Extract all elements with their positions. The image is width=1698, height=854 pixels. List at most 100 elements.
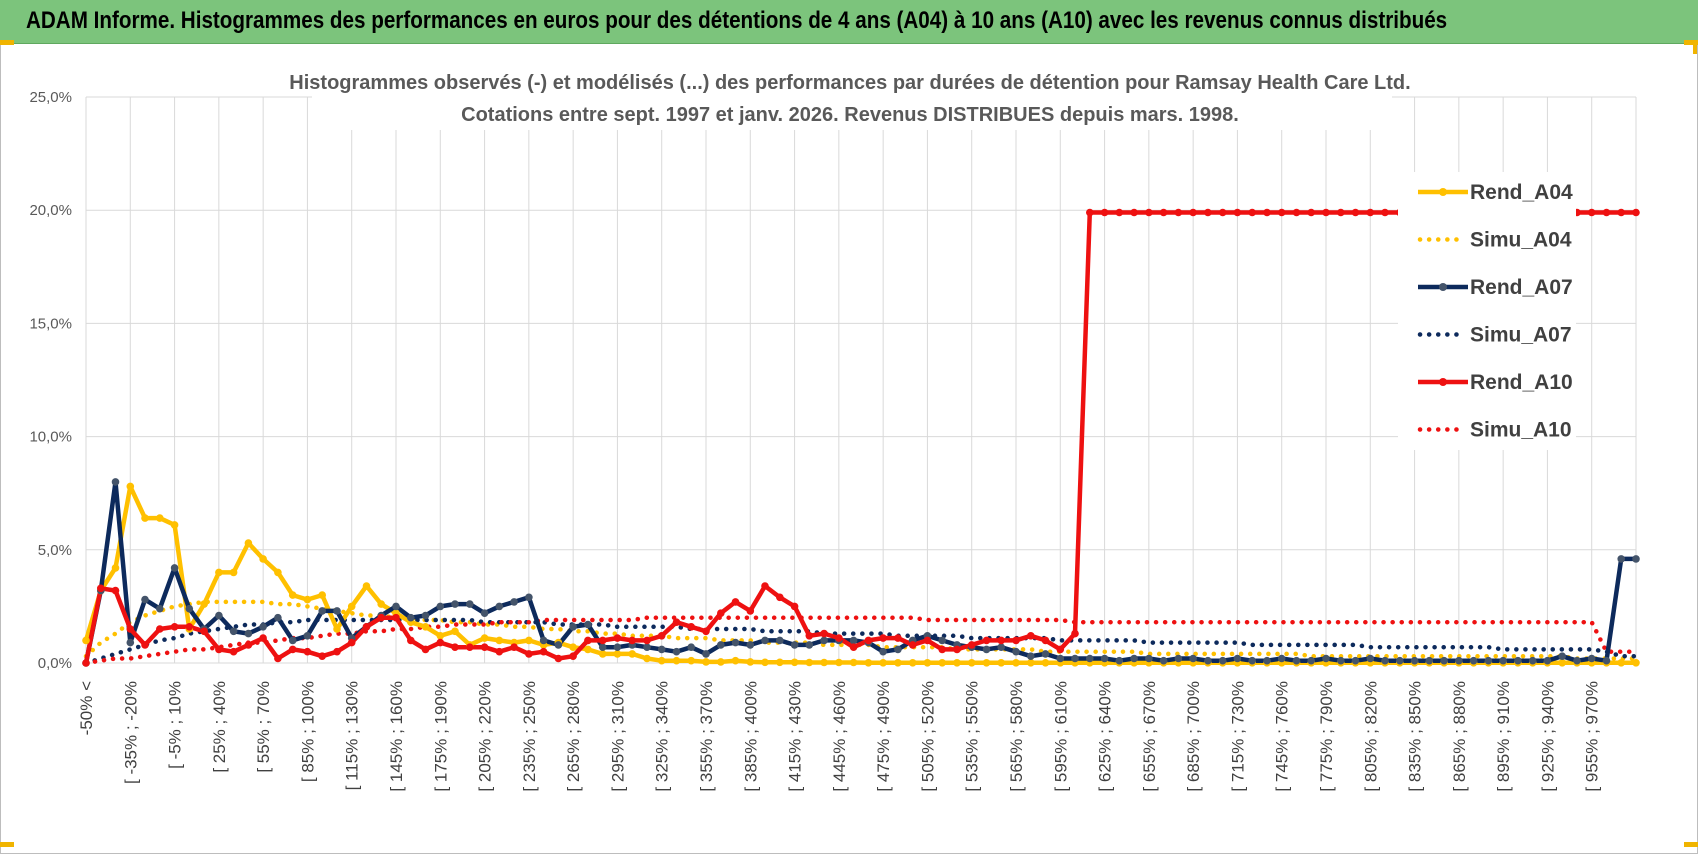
point-Rend_A07	[1056, 654, 1065, 663]
point-Rend_A07	[879, 647, 887, 656]
point-Rend_A10	[274, 654, 282, 663]
point-Rend_A04	[584, 645, 592, 654]
x-tick-label: [ 895% ; 910%	[1494, 681, 1513, 792]
point-Rend_A07	[790, 641, 799, 649]
point-Rend_A04	[318, 591, 327, 599]
point-Rend_A10	[894, 634, 902, 642]
point-Rend_A07	[1307, 656, 1315, 665]
x-tick-label: [ 475% ; 490%	[874, 681, 893, 792]
y-tick-label: 15,0%	[29, 315, 72, 332]
point-Rend_A07	[510, 598, 518, 606]
point-Rend_A04	[215, 568, 223, 577]
x-tick-label: [ 535% ; 550%	[963, 681, 982, 792]
x-tick-label: [ 805% ; 820%	[1361, 681, 1380, 792]
point-Rend_A07	[274, 613, 282, 622]
point-Rend_A10	[1337, 208, 1345, 217]
point-Rend_A10	[1204, 208, 1212, 217]
point-Rend_A10	[229, 647, 238, 656]
point-Rend_A07	[244, 629, 253, 638]
x-tick-label: [ 355% ; 370%	[697, 681, 716, 792]
point-Rend_A10	[539, 647, 548, 656]
point-Rend_A07	[1115, 656, 1124, 665]
point-Rend_A10	[569, 652, 577, 660]
point-Rend_A10	[1100, 208, 1109, 217]
point-Rend_A10	[466, 643, 474, 651]
legend-label-Rend_A10: Rend_A10	[1470, 371, 1573, 394]
point-Rend_A10	[525, 650, 533, 658]
point-Rend_A07	[702, 650, 710, 658]
point-Rend_A10	[1041, 636, 1050, 645]
point-Rend_A07	[333, 607, 341, 615]
point-Rend_A10	[97, 584, 105, 593]
corner-mark-bottom-left	[0, 842, 14, 847]
point-Rend_A07	[1189, 654, 1197, 663]
point-Rend_A04	[244, 539, 253, 547]
point-Rend_A04	[776, 658, 784, 667]
x-tick-label: [ 745% ; 760%	[1273, 681, 1292, 792]
point-Rend_A10	[1322, 208, 1330, 217]
point-Rend_A04	[421, 623, 430, 631]
report-title: ADAM Informe. Histogrammes des performan…	[26, 7, 1448, 34]
point-Rend_A10	[1381, 208, 1389, 217]
point-Rend_A07	[1071, 654, 1079, 663]
point-Rend_A10	[333, 647, 341, 656]
y-tick-label: 0,0%	[38, 655, 72, 672]
x-tick-label: [ 865% ; 880%	[1450, 681, 1469, 792]
point-Rend_A10	[967, 641, 976, 649]
point-Rend_A10	[1366, 208, 1375, 217]
point-Rend_A10	[628, 636, 636, 645]
point-Rend_A04	[1012, 659, 1020, 667]
point-Rend_A10	[480, 643, 489, 651]
point-Rend_A10	[318, 652, 327, 660]
point-Rend_A07	[1027, 652, 1035, 660]
point-Rend_A07	[598, 643, 607, 651]
legend-marker-Rend_A10	[1439, 378, 1447, 386]
point-Rend_A04	[480, 634, 489, 642]
point-Rend_A04	[613, 650, 622, 658]
point-Rend_A07	[776, 636, 784, 645]
point-Rend_A04	[362, 582, 371, 590]
x-tick-label: [ 235% ; 250%	[520, 681, 539, 792]
point-Rend_A07	[392, 602, 400, 611]
point-Rend_A10	[1233, 208, 1242, 217]
point-Rend_A07	[495, 602, 504, 611]
point-Rend_A10	[982, 636, 991, 645]
point-Rend_A07	[1366, 654, 1375, 663]
point-Rend_A07	[1514, 656, 1522, 665]
point-Rend_A10	[215, 645, 223, 654]
point-Rend_A10	[776, 593, 784, 602]
point-Rend_A10	[731, 598, 740, 606]
point-Rend_A04	[805, 658, 814, 667]
y-tick-label: 10,0%	[29, 429, 72, 446]
point-Rend_A10	[702, 627, 710, 636]
point-Rend_A07	[1218, 656, 1227, 665]
chart-title-line-2: Cotations entre sept. 1997 et janv. 2026…	[461, 104, 1239, 126]
point-Rend_A07	[1086, 654, 1094, 663]
point-Rend_A07	[982, 645, 991, 654]
series-line-Rend_A04	[83, 484, 1636, 666]
legend: Rend_A04 Simu_A04 Rend_A07 Simu_A07 Rend_A10…	[1398, 172, 1576, 450]
point-Rend_A04	[259, 555, 267, 563]
point-Rend_A07	[672, 647, 681, 656]
point-Rend_A10	[584, 636, 592, 645]
point-Rend_A07	[746, 641, 755, 649]
x-tick-label: [ 205% ; 220%	[476, 681, 495, 792]
point-Rend_A07	[288, 636, 297, 645]
point-Rend_A07	[894, 645, 902, 654]
gridlines	[85, 96, 1637, 664]
point-Rend_A04	[997, 659, 1005, 667]
point-Rend_A07	[170, 564, 179, 572]
point-Rend_A10	[1027, 632, 1035, 640]
point-Rend_A10	[1292, 208, 1301, 217]
x-tick-label: [ 715% ; 730%	[1228, 681, 1247, 792]
x-tick-label: [ 85% ; 100%	[298, 681, 317, 782]
point-Rend_A10	[259, 634, 267, 642]
point-Rend_A10	[717, 609, 725, 617]
point-Rend_A04	[982, 659, 991, 667]
point-Rend_A04	[525, 636, 533, 645]
point-Rend_A04	[229, 568, 238, 577]
point-Rend_A07	[451, 600, 459, 608]
point-Rend_A10	[362, 623, 371, 631]
point-Rend_A04	[864, 659, 873, 667]
series-line-Rend_A10	[83, 210, 1636, 664]
